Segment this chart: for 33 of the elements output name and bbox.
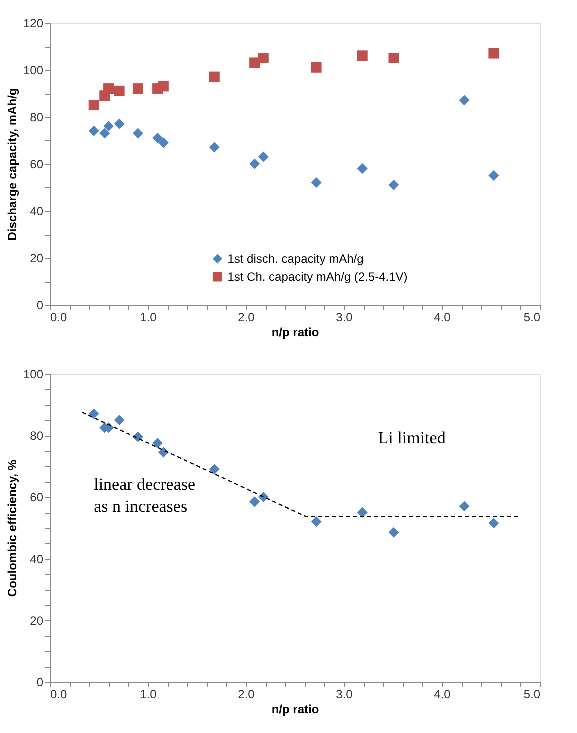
y-tick-label: 100 [23,368,44,382]
annotation: Li limited [378,428,446,448]
x-tick-label: 1.0 [140,688,158,702]
y-tick-label: 100 [23,64,44,78]
x-tick-label: 0.0 [50,310,68,324]
y-tick-label: 40 [30,552,44,566]
y-tick-label: 0 [36,676,44,690]
y-tick-label: 20 [30,252,44,266]
y-axis-title: Discharge capacity, mAh/g [5,88,20,241]
x-tick-label: 5.0 [524,688,541,702]
x-tick-label: 3.0 [336,310,354,324]
annotation: linear decrease as n increases [94,474,196,516]
x-tick-label: 4.0 [434,688,452,702]
x-tick-label: 4.0 [434,310,452,324]
x-tick-label: 1.0 [140,310,158,324]
y-tick-label: 0 [36,298,44,312]
x-tick-label: 3.0 [336,688,354,702]
y-tick-label: 80 [30,429,44,444]
legend-label: 1st disch. capacity mAh/g [228,252,364,266]
y-axis-title: Coulombic efficiency, % [5,460,20,598]
x-tick-label: 2.0 [238,688,256,702]
x-tick-label: 2.0 [238,310,256,324]
y-tick-label: 60 [30,490,44,505]
legend-label: 1st Ch. capacity mAh/g (2.5-4.1V) [228,270,408,284]
y-tick-label: 20 [30,614,44,628]
x-tick-label: 5.0 [524,310,541,324]
y-tick-label: 80 [30,110,44,124]
x-tick-label: 0.0 [50,688,68,702]
x-axis-title: n/p ratio [272,702,320,716]
y-tick-label: 120 [23,16,44,30]
y-tick-label: 40 [30,204,44,218]
y-tick-label: 60 [30,158,44,172]
x-axis-title: n/p ratio [272,326,320,340]
